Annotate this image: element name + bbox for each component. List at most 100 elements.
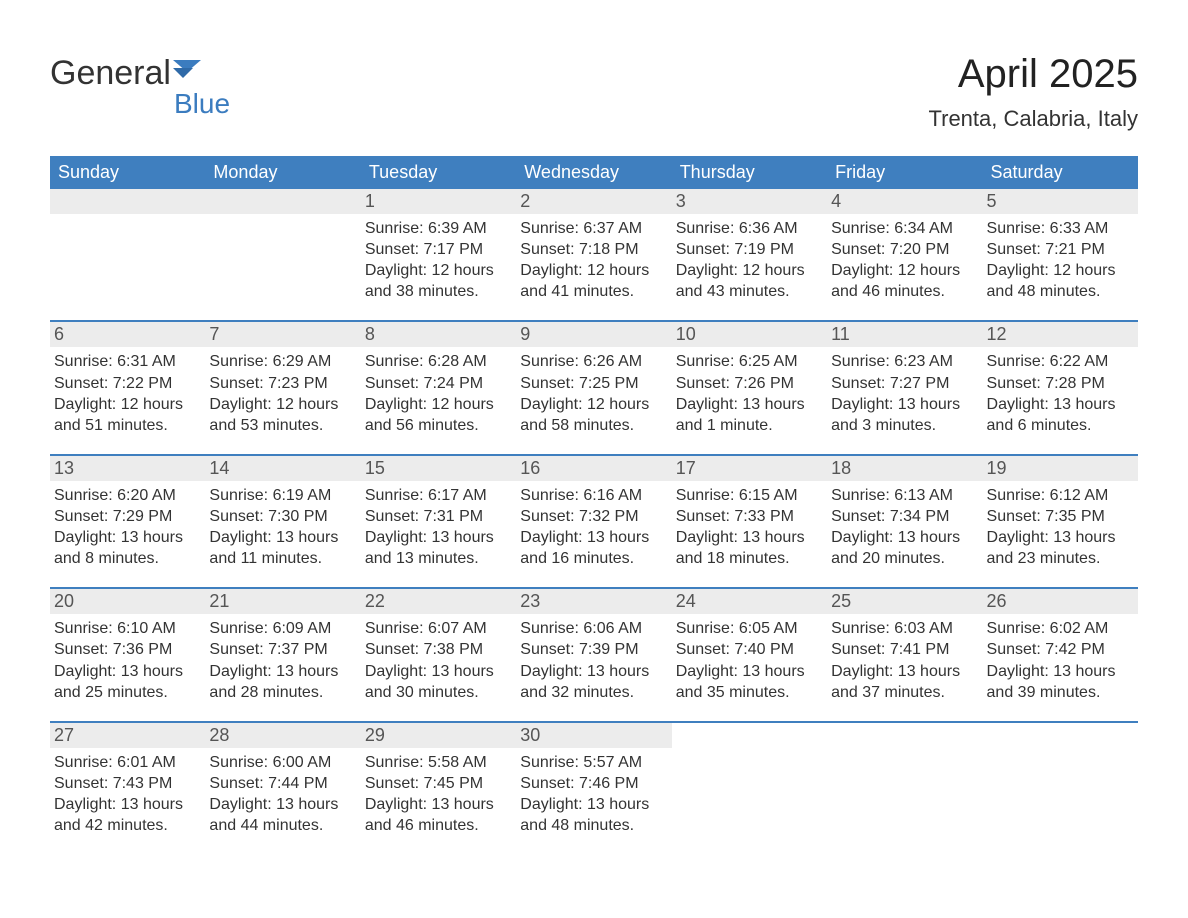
day-number-row: 26 — [983, 589, 1138, 614]
calendar-cell: 12 Sunrise: 6:22 AMSunset: 7:28 PMDayligh… — [983, 322, 1138, 453]
sunset-text: Sunset: 7:25 PM — [520, 373, 665, 394]
sunrise-text: Sunrise: 6:34 AM — [831, 218, 976, 239]
day-info: Sunrise: 6:19 AMSunset: 7:30 PMDaylight:… — [209, 485, 354, 569]
day-number: 23 — [520, 591, 540, 611]
calendar-cell: 15Sunrise: 6:17 AMSunset: 7:31 PMDayligh… — [361, 456, 516, 587]
day-info: Sunrise: 6:16 AMSunset: 7:32 PMDaylight:… — [520, 485, 665, 569]
calendar-cell: 17Sunrise: 6:15 AMSunset: 7:33 PMDayligh… — [672, 456, 827, 587]
daylight-text: Daylight: 13 hours and 20 minutes. — [831, 527, 976, 569]
day-number: 28 — [209, 725, 229, 745]
calendar-cell: 9Sunrise: 6:26 AMSunset: 7:25 PMDaylight… — [516, 322, 671, 453]
daylight-text: Daylight: 13 hours and 1 minute. — [676, 394, 821, 436]
calendar: Sunday Monday Tuesday Wednesday Thursday… — [50, 156, 1138, 854]
sunset-text: Sunset: 7:35 PM — [987, 506, 1132, 527]
daylight-text: Daylight: 13 hours and 28 minutes. — [209, 661, 354, 703]
calendar-cell: 3Sunrise: 6:36 AMSunset: 7:19 PMDaylight… — [672, 189, 827, 320]
day-number: 15 — [365, 458, 385, 478]
sunset-text: Sunset: 7:31 PM — [365, 506, 510, 527]
calendar-cell: 14Sunrise: 6:19 AMSunset: 7:30 PMDayligh… — [205, 456, 360, 587]
calendar-cell: 6Sunrise: 6:31 AMSunset: 7:22 PMDaylight… — [50, 322, 205, 453]
daylight-text: Daylight: 12 hours and 56 minutes. — [365, 394, 510, 436]
sunrise-text: Sunrise: 6:26 AM — [520, 351, 665, 372]
day-info: Sunrise: 6:00 AMSunset: 7:44 PMDaylight:… — [209, 752, 354, 836]
day-number-row: · — [50, 189, 205, 214]
day-number-row: 7 — [205, 322, 360, 347]
day-number-row: 12 — [983, 322, 1138, 347]
calendar-cell: 21Sunrise: 6:09 AMSunset: 7:37 PMDayligh… — [205, 589, 360, 720]
sunrise-text: Sunrise: 6:37 AM — [520, 218, 665, 239]
calendar-cell: 20Sunrise: 6:10 AMSunset: 7:36 PMDayligh… — [50, 589, 205, 720]
day-number: 1 — [365, 191, 375, 211]
sunrise-text: Sunrise: 6:00 AM — [209, 752, 354, 773]
daylight-text: Daylight: 12 hours and 41 minutes. — [520, 260, 665, 302]
day-number: 10 — [676, 324, 696, 344]
calendar-cell: 26Sunrise: 6:02 AMSunset: 7:42 PMDayligh… — [983, 589, 1138, 720]
daylight-text: Daylight: 13 hours and 42 minutes. — [54, 794, 199, 836]
day-number-row: 25 — [827, 589, 982, 614]
day-info: Sunrise: 6:25 AMSunset: 7:26 PMDaylight:… — [676, 351, 821, 435]
calendar-cell: · — [205, 189, 360, 320]
day-number: 6 — [54, 324, 64, 344]
sunrise-text: Sunrise: 6:09 AM — [209, 618, 354, 639]
daylight-text: Daylight: 12 hours and 43 minutes. — [676, 260, 821, 302]
sunrise-text: Sunrise: 6:06 AM — [520, 618, 665, 639]
page-title: April 2025 — [929, 52, 1139, 96]
sunrise-text: Sunrise: 6:23 AM — [831, 351, 976, 372]
daylight-text: Daylight: 13 hours and 3 minutes. — [831, 394, 976, 436]
daylight-text: Daylight: 13 hours and 16 minutes. — [520, 527, 665, 569]
sunrise-text: Sunrise: 6:01 AM — [54, 752, 199, 773]
day-info: Sunrise: 6:07 AMSunset: 7:38 PMDaylight:… — [365, 618, 510, 702]
calendar-cell: 18Sunrise: 6:13 AMSunset: 7:34 PMDayligh… — [827, 456, 982, 587]
day-info: Sunrise: 6:06 AMSunset: 7:39 PMDaylight:… — [520, 618, 665, 702]
daylight-text: Daylight: 12 hours and 58 minutes. — [520, 394, 665, 436]
sunset-text: Sunset: 7:34 PM — [831, 506, 976, 527]
logo-flag-icon — [173, 60, 201, 84]
sunrise-text: Sunrise: 6:10 AM — [54, 618, 199, 639]
daylight-text: Daylight: 13 hours and 37 minutes. — [831, 661, 976, 703]
day-info: Sunrise: 6:22 AMSunset: 7:28 PMDaylight:… — [987, 351, 1132, 435]
calendar-cell: · — [672, 723, 827, 854]
calendar-week: 6Sunrise: 6:31 AMSunset: 7:22 PMDaylight… — [50, 320, 1138, 453]
calendar-cell: 10 Sunrise: 6:25 AMSunset: 7:26 PMDayligh… — [672, 322, 827, 453]
sunrise-text: Sunrise: 6:36 AM — [676, 218, 821, 239]
day-number: 7 — [209, 324, 219, 344]
calendar-week: 27 Sunrise: 6:01 AMSunset: 7:43 PMDayligh… — [50, 721, 1138, 854]
calendar-cell: 4Sunrise: 6:34 AMSunset: 7:20 PMDaylight… — [827, 189, 982, 320]
day-number: 24 — [676, 591, 696, 611]
calendar-cell: 19Sunrise: 6:12 AMSunset: 7:35 PMDayligh… — [983, 456, 1138, 587]
day-number: 18 — [831, 458, 851, 478]
page: General Blue April 2025 Trenta, Calabria… — [0, 0, 1188, 56]
day-header-saturday: Saturday — [983, 156, 1138, 189]
day-number: 11 — [831, 324, 850, 344]
sunset-text: Sunset: 7:19 PM — [676, 239, 821, 260]
day-info: Sunrise: 6:05 AMSunset: 7:40 PMDaylight:… — [676, 618, 821, 702]
day-info: Sunrise: 6:01 AMSunset: 7:43 PMDaylight:… — [54, 752, 199, 836]
day-info: Sunrise: 6:23 AMSunset: 7:27 PMDaylight:… — [831, 351, 976, 435]
day-header-monday: Monday — [205, 156, 360, 189]
daylight-text: Daylight: 13 hours and 25 minutes. — [54, 661, 199, 703]
sunset-text: Sunset: 7:45 PM — [365, 773, 510, 794]
logo-word-general: General — [50, 56, 171, 90]
sunset-text: Sunset: 7:23 PM — [209, 373, 354, 394]
sunrise-text: Sunrise: 6:39 AM — [365, 218, 510, 239]
calendar-cell: · — [983, 723, 1138, 854]
calendar-cell: 22Sunrise: 6:07 AMSunset: 7:38 PMDayligh… — [361, 589, 516, 720]
day-info: Sunrise: 5:57 AMSunset: 7:46 PMDaylight:… — [520, 752, 665, 836]
calendar-cell: 2Sunrise: 6:37 AMSunset: 7:18 PMDaylight… — [516, 189, 671, 320]
day-info: Sunrise: 6:26 AMSunset: 7:25 PMDaylight:… — [520, 351, 665, 435]
weeks-container: ··1Sunrise: 6:39 AMSunset: 7:17 PMDaylig… — [50, 189, 1138, 854]
sunrise-text: Sunrise: 6:19 AM — [209, 485, 354, 506]
day-number-row: 30 — [516, 723, 671, 748]
day-number: 29 — [365, 725, 385, 745]
day-number-row: 29 — [361, 723, 516, 748]
day-header-tuesday: Tuesday — [361, 156, 516, 189]
calendar-cell: 25Sunrise: 6:03 AMSunset: 7:41 PMDayligh… — [827, 589, 982, 720]
day-number-row: · — [205, 189, 360, 214]
day-number: 27 — [54, 725, 74, 745]
daylight-text: Daylight: 13 hours and 35 minutes. — [676, 661, 821, 703]
day-number-row: 6 — [50, 322, 205, 347]
day-info: Sunrise: 6:10 AMSunset: 7:36 PMDaylight:… — [54, 618, 199, 702]
day-number: 26 — [987, 591, 1007, 611]
day-number-row: 17 — [672, 456, 827, 481]
day-header-thursday: Thursday — [672, 156, 827, 189]
